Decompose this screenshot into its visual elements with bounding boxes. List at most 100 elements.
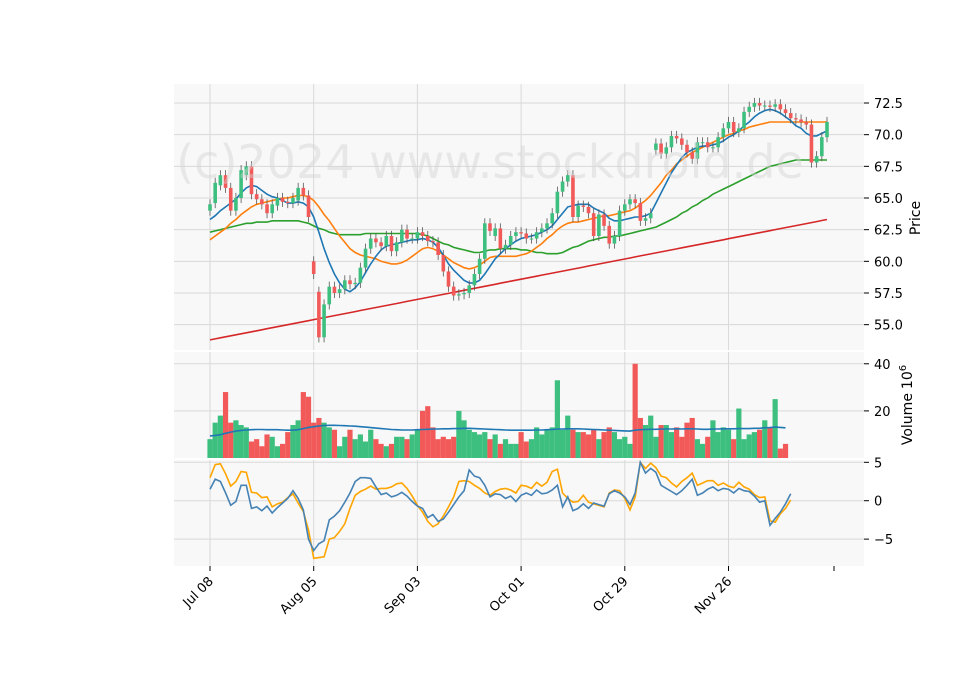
candle-body (550, 213, 555, 224)
volume-bar (736, 408, 742, 458)
volume-bar (668, 432, 675, 458)
candle-body (778, 104, 783, 110)
price-tick-label: 65.0 (874, 192, 903, 207)
sma-slow-line (209, 159, 827, 255)
candle-body (814, 156, 819, 163)
candle-body (249, 166, 254, 195)
candle-body (737, 128, 741, 133)
volume-bar (337, 446, 343, 458)
candle-body (540, 228, 544, 233)
volume-bar (642, 425, 649, 458)
volume-bar (451, 436, 457, 458)
volume-bar (222, 392, 229, 458)
volume-bar (352, 439, 358, 458)
volume-bar (632, 363, 638, 458)
volume-axis-label-exponent: 6 (898, 365, 909, 371)
volume-bar (601, 432, 607, 458)
volume-bar (585, 434, 592, 458)
volume-bar (212, 422, 218, 458)
volume-bar (321, 422, 327, 458)
volume-bar (228, 422, 234, 458)
x-axis: Jul 08 Aug 05 Sep 03 Oct 01 Oct 29 Nov 26 (180, 566, 835, 617)
volume-bar (399, 436, 405, 458)
candle-body (337, 289, 342, 293)
volume-bar (477, 434, 483, 458)
candle-body (705, 142, 710, 148)
volume-bar (311, 422, 317, 458)
candle-body (291, 198, 295, 204)
price-axis-label: Price (908, 201, 924, 235)
volume-bar (414, 429, 420, 458)
volume-bar (487, 439, 493, 458)
volume-bar (259, 446, 265, 458)
volume-bar (254, 439, 260, 458)
candle-body (565, 175, 570, 182)
volume-bar (492, 434, 498, 458)
volume-bar (279, 443, 286, 458)
volume-bar (409, 434, 415, 458)
candle-body (545, 223, 549, 229)
volume-bar (274, 446, 281, 458)
candle-body (477, 258, 482, 274)
volume-bar (248, 441, 255, 458)
volume-bar (285, 432, 291, 458)
volume-bar (466, 429, 472, 458)
volume-bar (705, 436, 711, 458)
macd-panel: 5 0 −5 (174, 456, 893, 566)
volume-bar (290, 425, 296, 458)
volume-bar (238, 425, 244, 458)
candle-body (353, 282, 357, 285)
volume-bar (388, 443, 395, 458)
candle-body (617, 210, 622, 236)
candle-body (633, 199, 637, 204)
volume-bar (508, 443, 514, 458)
candle-body (405, 229, 409, 239)
candle-body (394, 242, 399, 252)
x-tick-label: Nov 26 (692, 574, 735, 617)
volume-bar (300, 392, 306, 458)
candle-body (680, 138, 684, 145)
candle-body (441, 255, 446, 272)
volume-bar (637, 417, 643, 458)
volume-bar (782, 443, 789, 458)
candle-body (773, 104, 777, 107)
volume-bar (394, 436, 400, 458)
candle-body (752, 103, 757, 107)
volume-axis-label-base: 10 (900, 371, 916, 389)
candle-body (622, 204, 627, 211)
volume-bar (591, 429, 597, 458)
candle-body (768, 105, 772, 107)
candle-body (804, 122, 809, 125)
volume-bar (419, 410, 426, 458)
candle-body (654, 143, 658, 150)
x-tick-label: Jul 08 (180, 574, 217, 611)
candle-body (467, 285, 472, 293)
candle-body (285, 201, 290, 204)
volume-bar (767, 427, 773, 458)
price-tick-label: 57.5 (874, 287, 903, 302)
candle-body (648, 213, 653, 219)
candle-body (425, 236, 430, 242)
x-tick-label: Aug 05 (277, 574, 320, 617)
candle-body (508, 236, 513, 245)
candle-body (690, 152, 694, 159)
volume-tick-label: 20 (874, 405, 891, 420)
candle-body (270, 204, 275, 214)
candle-body (597, 214, 601, 236)
candle-body (674, 135, 679, 139)
candle-body (794, 118, 798, 120)
candle-body (384, 236, 389, 247)
candle-body (374, 238, 378, 243)
volume-bar (575, 432, 581, 458)
candle-body (208, 204, 212, 211)
volume-bar (513, 443, 519, 458)
candle-body (400, 229, 404, 243)
volume-bar (731, 439, 737, 458)
candle-body (519, 232, 523, 234)
volume-bar (342, 436, 348, 458)
volume-bar (518, 432, 524, 458)
candle-body (555, 191, 560, 214)
candle-body (493, 228, 497, 236)
volume-bar (777, 448, 783, 458)
